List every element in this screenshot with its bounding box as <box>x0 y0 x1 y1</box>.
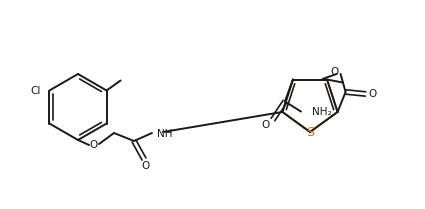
Text: O: O <box>331 67 339 77</box>
Text: NH₂: NH₂ <box>312 107 332 117</box>
Text: O: O <box>262 120 270 130</box>
Text: O: O <box>368 89 377 99</box>
Text: O: O <box>90 140 98 150</box>
Text: O: O <box>142 161 150 171</box>
Text: S: S <box>306 125 314 139</box>
Text: NH: NH <box>157 129 173 139</box>
Text: Cl: Cl <box>30 85 40 96</box>
